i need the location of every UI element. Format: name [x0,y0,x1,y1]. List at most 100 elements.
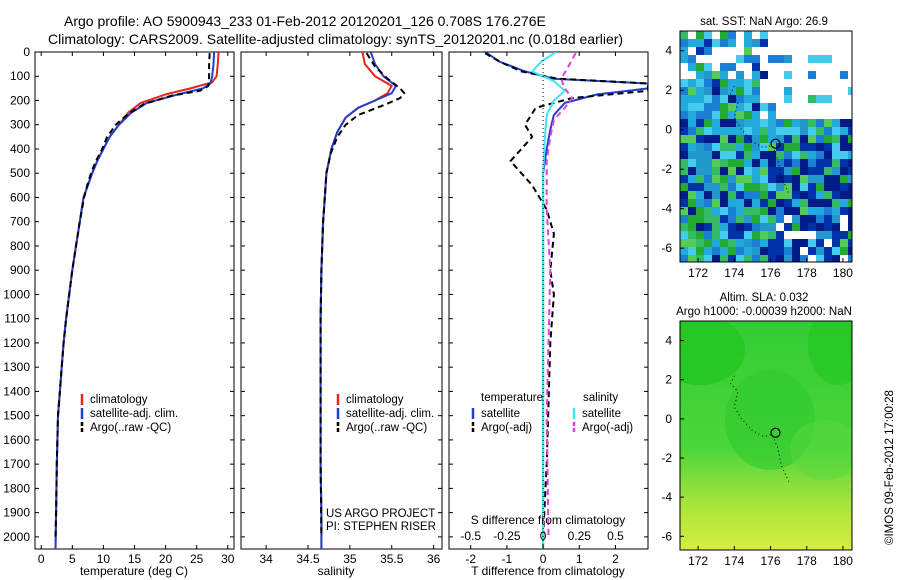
sst-cell [728,215,736,223]
sst-cell [824,143,832,151]
sst-cell [728,151,736,159]
sst-cell [728,199,736,207]
sst-cell [752,247,760,255]
sst-cell [720,39,728,47]
sst-cell [840,175,848,183]
sst-cell [736,79,744,87]
map-x-tick-label: 176 [761,554,781,568]
x-tick-label: 0 [38,552,45,566]
depth-tick-label: 500 [10,166,30,180]
sst-cell [760,135,768,143]
sst-cell [776,167,784,175]
map-x-tick-label: 178 [797,266,817,280]
sst-cell [832,135,840,143]
sst-cell [776,175,784,183]
sst-cell [736,95,744,103]
sst-cell [720,247,728,255]
sst-cell [832,239,840,247]
project-name: US ARGO PROJECT [326,508,435,520]
sst-cell [704,31,712,39]
sst-cell [688,199,696,207]
difference-xlabel: T difference from climatology [471,564,625,578]
sst-cell [712,191,720,199]
sst-cell [792,119,800,127]
sst-cell [744,127,752,135]
sst-cell [680,183,688,191]
float-position-marker [770,427,781,438]
sst-cell [696,167,704,175]
sst-cell [720,119,728,127]
sst-cell [752,199,760,207]
sst-cell [712,127,720,135]
sst-cell [696,47,704,55]
sst-cell [768,247,776,255]
sst-cell [704,207,712,215]
sst-cell [832,215,840,223]
sst-cell [728,39,736,47]
sst-cell [776,151,784,159]
top-x-tick-label: 0 [540,529,547,543]
sst-cell [848,199,852,207]
sst-cell [824,175,832,183]
sst-cell [744,247,752,255]
sst-cell [832,175,840,183]
depth-axis: 0 100 200 300 400 500 600 700 800 900 1000 1100 1200… [3,45,648,544]
sst-cell [680,111,688,119]
sst-cell [752,119,760,127]
sst-cell [744,119,752,127]
sst-cell [848,167,852,175]
sst-cell [704,239,712,247]
difference-top-xlabel: S difference from climatology [471,513,626,527]
legend-s-satellite: satellite [582,408,621,420]
sst-cell [800,199,808,207]
sst-cell [776,55,784,63]
sst-cell [840,239,848,247]
sst-cell [784,159,792,167]
sst-cell [800,255,808,262]
sst-cell [680,143,688,151]
sst-cell [808,215,816,223]
sst-cell [840,71,848,79]
sst-cell [688,39,696,47]
depth-tick-label: 700 [10,215,30,229]
sst-cell [824,151,832,159]
sst-cell [816,95,824,103]
sst-cell [728,207,736,215]
sst-cell [792,207,800,215]
sst-cell [848,175,852,183]
sst-cell [800,223,808,231]
legend-climatology: climatology [346,394,404,406]
sst-cell [728,87,736,95]
sst-cell [824,191,832,199]
sst-cell [832,247,840,255]
depth-tick-label: 1600 [3,433,30,447]
sst-cell [800,183,808,191]
sst-cell [824,231,832,239]
sst-cell [688,135,696,143]
map-x-tick-label: 172 [688,266,708,280]
sst-cell [680,191,688,199]
sst-cell [736,207,744,215]
sst-map-title: sat. SST: NaN Argo: 26.9 [700,16,828,28]
map-y-tick-label: -6 [661,529,672,543]
sst-cell [808,95,816,103]
sst-cell [760,239,768,247]
sst-cell [768,135,776,143]
sst-cell [808,55,816,63]
sst-cell [736,159,744,167]
sst-cell [784,119,792,127]
sst-cell [800,159,808,167]
sst-cell [848,87,852,95]
sst-cell [680,79,688,87]
sst-cell [736,135,744,143]
sst-cell [704,39,712,47]
sst-cell [728,127,736,135]
sst-cell [816,167,824,175]
sst-cell [752,167,760,175]
sst-cell [848,119,852,127]
sst-cell [696,31,704,39]
sst-cell [784,175,792,183]
sst-cell [744,255,752,262]
sst-cell [800,119,808,127]
x-tick-label: 35.5 [380,552,404,566]
